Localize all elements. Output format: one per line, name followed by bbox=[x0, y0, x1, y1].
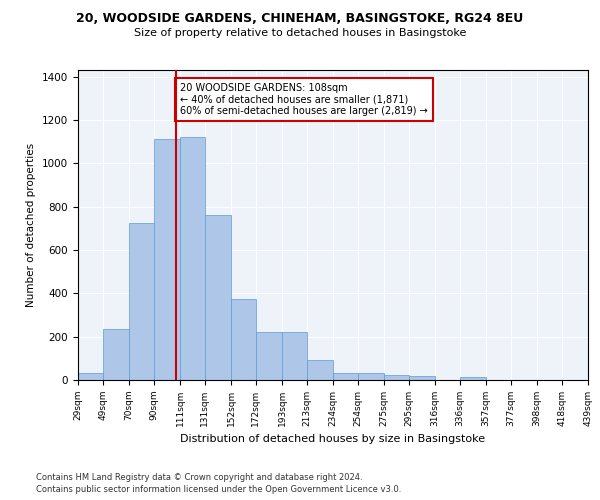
Bar bbox=[409, 376, 435, 380]
Bar bbox=[78, 374, 103, 380]
Y-axis label: Number of detached properties: Number of detached properties bbox=[26, 143, 37, 307]
Text: 20 WOODSIDE GARDENS: 108sqm
← 40% of detached houses are smaller (1,871)
60% of : 20 WOODSIDE GARDENS: 108sqm ← 40% of det… bbox=[180, 83, 428, 116]
Bar bbox=[460, 378, 486, 380]
Text: Contains public sector information licensed under the Open Government Licence v3: Contains public sector information licen… bbox=[36, 485, 401, 494]
Bar bbox=[358, 374, 384, 380]
X-axis label: Distribution of detached houses by size in Basingstoke: Distribution of detached houses by size … bbox=[181, 434, 485, 444]
Bar bbox=[205, 215, 231, 380]
Text: Contains HM Land Registry data © Crown copyright and database right 2024.: Contains HM Land Registry data © Crown c… bbox=[36, 474, 362, 482]
Bar bbox=[154, 140, 180, 380]
Bar bbox=[384, 374, 409, 380]
Text: Size of property relative to detached houses in Basingstoke: Size of property relative to detached ho… bbox=[134, 28, 466, 38]
Bar bbox=[282, 332, 307, 380]
Bar bbox=[180, 137, 205, 380]
Bar bbox=[231, 298, 256, 380]
Text: 20, WOODSIDE GARDENS, CHINEHAM, BASINGSTOKE, RG24 8EU: 20, WOODSIDE GARDENS, CHINEHAM, BASINGST… bbox=[76, 12, 524, 26]
Bar bbox=[307, 360, 333, 380]
Bar bbox=[256, 332, 282, 380]
Bar bbox=[333, 374, 358, 380]
Bar bbox=[103, 329, 129, 380]
Bar bbox=[129, 223, 154, 380]
